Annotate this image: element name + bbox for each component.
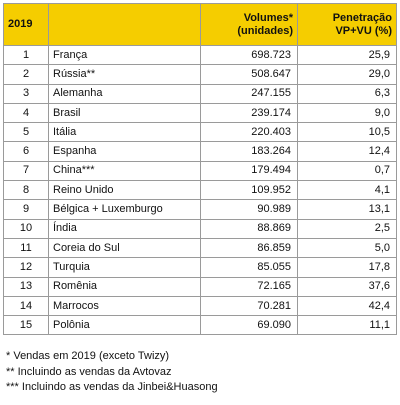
table-cell: 15 bbox=[3, 315, 49, 336]
table-cell: 4,1 bbox=[297, 180, 397, 201]
table-row: 8 Reino Unido 109.952 4,1 bbox=[3, 180, 397, 201]
header-cell: 2019 bbox=[3, 3, 49, 46]
table-cell: Bélgica + Luxemburgo bbox=[48, 199, 201, 220]
table-cell: 11 bbox=[3, 237, 49, 259]
table-cell: 1 bbox=[3, 44, 49, 66]
table-cell: Romênia bbox=[48, 276, 201, 297]
table-cell: Reino Unido bbox=[48, 180, 201, 201]
table-cell: França bbox=[48, 44, 201, 66]
table-cell: 12,4 bbox=[297, 141, 397, 162]
header-row: 2019 Volumes* (unidades) Penetração VP+VU (%… bbox=[3, 3, 397, 46]
footnote: * Vendas em 2019 (exceto Twizy) bbox=[6, 350, 170, 362]
table-cell: 6 bbox=[3, 141, 49, 162]
table-cell: 88.869 bbox=[200, 218, 298, 239]
table-cell: 508.647 bbox=[200, 64, 298, 85]
table-cell: 13,1 bbox=[297, 199, 397, 220]
header-cell: Volumes* (unidades) bbox=[200, 3, 298, 46]
table-cell: 86.859 bbox=[200, 237, 298, 259]
table-cell: 183.264 bbox=[200, 141, 298, 162]
table-cell: 14 bbox=[3, 295, 49, 317]
table-cell: 69.090 bbox=[200, 315, 298, 336]
table-row: 14 Marrocos 70.281 42,4 bbox=[3, 295, 397, 317]
header-text: 2019 bbox=[8, 18, 33, 30]
table-cell: 70.281 bbox=[200, 295, 298, 317]
header-text: Penetração bbox=[332, 11, 392, 24]
table-cell: 239.174 bbox=[200, 102, 298, 124]
footnote: *** Incluindo as vendas da Jinbei&Huason… bbox=[6, 381, 218, 393]
table-cell: 29,0 bbox=[297, 64, 397, 85]
table-cell: Espanha bbox=[48, 141, 201, 162]
table-cell: Coreia do Sul bbox=[48, 237, 201, 259]
header-text: VP+VU (%) bbox=[335, 24, 392, 37]
table-cell: 2,5 bbox=[297, 218, 397, 239]
table-cell: Polônia bbox=[48, 315, 201, 336]
sales-table: 2019 Volumes* (unidades) Penetração VP+VU (%… bbox=[3, 3, 397, 336]
table-row: 13 Romênia 72.165 37,6 bbox=[3, 276, 397, 297]
table-cell: Rússia** bbox=[48, 64, 201, 85]
table-row: 6 Espanha 183.264 12,4 bbox=[3, 141, 397, 162]
table-cell: Marrocos bbox=[48, 295, 201, 317]
table-cell: Índia bbox=[48, 218, 201, 239]
table-row: 2 Rússia** 508.647 29,0 bbox=[3, 64, 397, 85]
table-cell: 3 bbox=[3, 83, 49, 104]
header-cell bbox=[48, 3, 201, 46]
table-cell: 9,0 bbox=[297, 102, 397, 124]
table-cell: Brasil bbox=[48, 102, 201, 124]
table-cell: Itália bbox=[48, 122, 201, 143]
table-cell: 220.403 bbox=[200, 122, 298, 143]
footnotes: * Vendas em 2019 (exceto Twizy) ** Inclui… bbox=[6, 349, 218, 396]
table-body: 1 França 698.723 25,9 2 Rússia** 508.647 29,0 3 A… bbox=[3, 44, 397, 336]
table-cell: 9 bbox=[3, 199, 49, 220]
table-row: 3 Alemanha 247.155 6,3 bbox=[3, 83, 397, 104]
footnote: ** Incluindo as vendas da Avtovaz bbox=[6, 365, 172, 378]
table-cell: 13 bbox=[3, 276, 49, 297]
header-text: (unidades) bbox=[237, 24, 293, 37]
table-cell: 179.494 bbox=[200, 160, 298, 182]
table-cell: 25,9 bbox=[297, 44, 397, 66]
table-cell: 85.055 bbox=[200, 257, 298, 278]
table-cell: 10 bbox=[3, 218, 49, 239]
table-row: 11 Coreia do Sul 86.859 5,0 bbox=[3, 237, 397, 259]
table-cell: 12 bbox=[3, 257, 49, 278]
table-row: 5 Itália 220.403 10,5 bbox=[3, 122, 397, 143]
table-cell: 42,4 bbox=[297, 295, 397, 317]
table-cell: 0,7 bbox=[297, 160, 397, 182]
table-cell: 109.952 bbox=[200, 180, 298, 201]
table-row: 10 Índia 88.869 2,5 bbox=[3, 218, 397, 239]
table-cell: 7 bbox=[3, 160, 49, 182]
table-cell: 8 bbox=[3, 180, 49, 201]
table-cell: 698.723 bbox=[200, 44, 298, 66]
table-cell: Turquia bbox=[48, 257, 201, 278]
table-cell: 5 bbox=[3, 122, 49, 143]
header-cell: Penetração VP+VU (%) bbox=[297, 3, 397, 46]
table-row: 15 Polônia 69.090 11,1 bbox=[3, 315, 397, 336]
header-text: Volumes* bbox=[243, 11, 293, 24]
table-cell: 247.155 bbox=[200, 83, 298, 104]
table-row: 4 Brasil 239.174 9,0 bbox=[3, 102, 397, 124]
table-cell: 2 bbox=[3, 64, 49, 85]
table-cell: 17,8 bbox=[297, 257, 397, 278]
table-row: 1 França 698.723 25,9 bbox=[3, 44, 397, 66]
table-cell: 72.165 bbox=[200, 276, 298, 297]
table-cell: Alemanha bbox=[48, 83, 201, 104]
table-cell: 37,6 bbox=[297, 276, 397, 297]
table-cell: 5,0 bbox=[297, 237, 397, 259]
table-cell: 10,5 bbox=[297, 122, 397, 143]
table-cell: 6,3 bbox=[297, 83, 397, 104]
table-row: 7 China*** 179.494 0,7 bbox=[3, 160, 397, 182]
table-cell: 4 bbox=[3, 102, 49, 124]
table-cell: China*** bbox=[48, 160, 201, 182]
table-row: 12 Turquia 85.055 17,8 bbox=[3, 257, 397, 278]
table-cell: 90.989 bbox=[200, 199, 298, 220]
table-cell: 11,1 bbox=[297, 315, 397, 336]
table-row: 9 Bélgica + Luxemburgo 90.989 13,1 bbox=[3, 199, 397, 220]
